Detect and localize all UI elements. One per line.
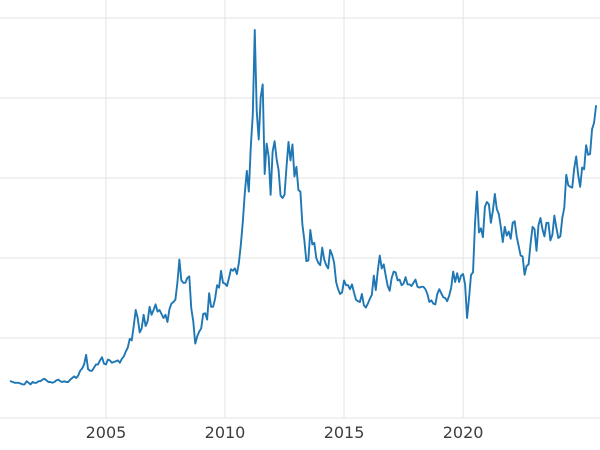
x-axis-tick-label: 2005: [86, 423, 127, 442]
x-axis-tick-label: 2020: [443, 423, 484, 442]
price-series-line: [9, 29, 597, 386]
x-axis-tick-label: 2010: [205, 423, 246, 442]
x-axis-tick-label: 2015: [324, 423, 365, 442]
